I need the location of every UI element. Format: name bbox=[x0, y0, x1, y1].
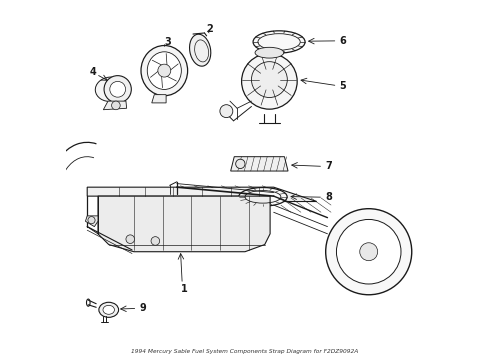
Text: 6: 6 bbox=[339, 36, 346, 46]
Ellipse shape bbox=[239, 188, 287, 206]
Text: 2: 2 bbox=[206, 24, 213, 35]
Text: 8: 8 bbox=[325, 192, 332, 202]
Text: 5: 5 bbox=[339, 81, 346, 91]
Circle shape bbox=[326, 209, 412, 295]
Circle shape bbox=[360, 243, 378, 261]
Ellipse shape bbox=[242, 54, 297, 109]
Circle shape bbox=[236, 159, 245, 168]
Ellipse shape bbox=[190, 34, 211, 66]
Ellipse shape bbox=[253, 31, 305, 53]
Ellipse shape bbox=[95, 77, 126, 102]
Circle shape bbox=[337, 220, 401, 284]
Text: 3: 3 bbox=[165, 37, 172, 47]
Circle shape bbox=[151, 237, 160, 245]
Circle shape bbox=[104, 76, 131, 103]
Circle shape bbox=[126, 235, 135, 243]
Text: 9: 9 bbox=[139, 303, 146, 314]
Ellipse shape bbox=[141, 45, 188, 96]
Polygon shape bbox=[85, 216, 98, 226]
Text: 4: 4 bbox=[89, 67, 96, 77]
Circle shape bbox=[158, 64, 171, 77]
Polygon shape bbox=[103, 101, 126, 110]
Ellipse shape bbox=[255, 47, 284, 58]
Text: 1: 1 bbox=[181, 284, 187, 294]
Circle shape bbox=[220, 105, 233, 118]
Text: 1994 Mercury Sable Fuel System Components Strap Diagram for F2DZ9092A: 1994 Mercury Sable Fuel System Component… bbox=[131, 349, 359, 354]
Ellipse shape bbox=[251, 62, 287, 98]
Ellipse shape bbox=[147, 52, 181, 89]
Circle shape bbox=[110, 81, 125, 97]
Circle shape bbox=[88, 217, 95, 224]
Circle shape bbox=[112, 101, 120, 110]
Text: 7: 7 bbox=[325, 161, 332, 171]
Polygon shape bbox=[87, 187, 317, 202]
Polygon shape bbox=[98, 196, 270, 252]
Ellipse shape bbox=[99, 302, 119, 318]
Ellipse shape bbox=[103, 305, 115, 314]
Polygon shape bbox=[152, 95, 166, 103]
Polygon shape bbox=[231, 157, 288, 171]
